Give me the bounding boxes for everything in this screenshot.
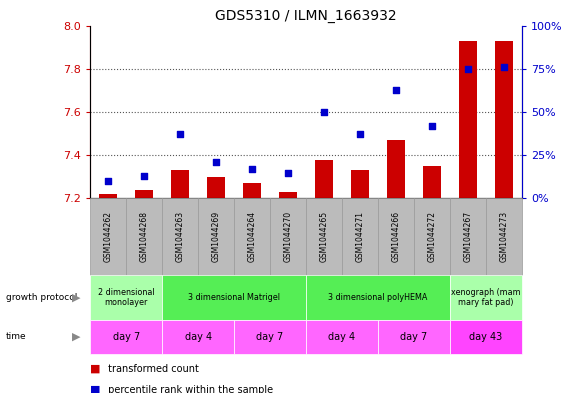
Text: transformed count: transformed count: [105, 364, 199, 373]
Text: ▶: ▶: [72, 332, 80, 342]
Bar: [99, 194, 117, 198]
Text: GSM1044265: GSM1044265: [319, 211, 329, 263]
Bar: [459, 40, 477, 198]
Bar: [423, 166, 441, 198]
Text: GSM1044266: GSM1044266: [391, 211, 401, 263]
Text: day 4: day 4: [185, 332, 212, 342]
Text: GSM1044273: GSM1044273: [499, 211, 508, 263]
Point: [247, 166, 257, 172]
Bar: [351, 170, 369, 198]
Bar: [135, 190, 153, 198]
Text: ▶: ▶: [72, 293, 80, 303]
Text: day 4: day 4: [328, 332, 356, 342]
Text: GSM1044271: GSM1044271: [356, 211, 364, 262]
Text: growth protocol: growth protocol: [6, 293, 77, 302]
Text: 3 dimensional polyHEMA: 3 dimensional polyHEMA: [328, 293, 428, 302]
Title: GDS5310 / ILMN_1663932: GDS5310 / ILMN_1663932: [215, 9, 397, 23]
Point: [283, 169, 293, 176]
Bar: [279, 192, 297, 198]
Point: [463, 66, 472, 72]
Point: [355, 131, 365, 138]
Point: [104, 178, 113, 184]
Point: [319, 109, 329, 115]
Point: [499, 64, 508, 70]
Text: time: time: [6, 332, 26, 342]
Text: day 7: day 7: [257, 332, 284, 342]
Text: day 7: day 7: [113, 332, 140, 342]
Bar: [387, 140, 405, 198]
Point: [391, 86, 401, 93]
Text: day 43: day 43: [469, 332, 503, 342]
Text: day 7: day 7: [401, 332, 427, 342]
Text: GSM1044263: GSM1044263: [175, 211, 185, 263]
Point: [175, 131, 185, 138]
Text: 3 dimensional Matrigel: 3 dimensional Matrigel: [188, 293, 280, 302]
Text: GSM1044269: GSM1044269: [212, 211, 221, 263]
Bar: [171, 170, 189, 198]
Text: ■: ■: [90, 385, 101, 393]
Point: [427, 123, 437, 129]
Text: GSM1044268: GSM1044268: [140, 211, 149, 262]
Text: GSM1044270: GSM1044270: [283, 211, 293, 263]
Text: xenograph (mam
mary fat pad): xenograph (mam mary fat pad): [451, 288, 521, 307]
Text: GSM1044272: GSM1044272: [427, 211, 437, 262]
Bar: [207, 177, 225, 198]
Point: [139, 173, 149, 179]
Text: GSM1044267: GSM1044267: [463, 211, 472, 263]
Text: GSM1044262: GSM1044262: [104, 211, 113, 262]
Bar: [495, 40, 513, 198]
Text: 2 dimensional
monolayer: 2 dimensional monolayer: [98, 288, 154, 307]
Point: [212, 159, 221, 165]
Text: percentile rank within the sample: percentile rank within the sample: [105, 385, 273, 393]
Text: ■: ■: [90, 364, 101, 373]
Text: GSM1044264: GSM1044264: [248, 211, 257, 263]
Bar: [315, 160, 333, 198]
Bar: [243, 184, 261, 198]
